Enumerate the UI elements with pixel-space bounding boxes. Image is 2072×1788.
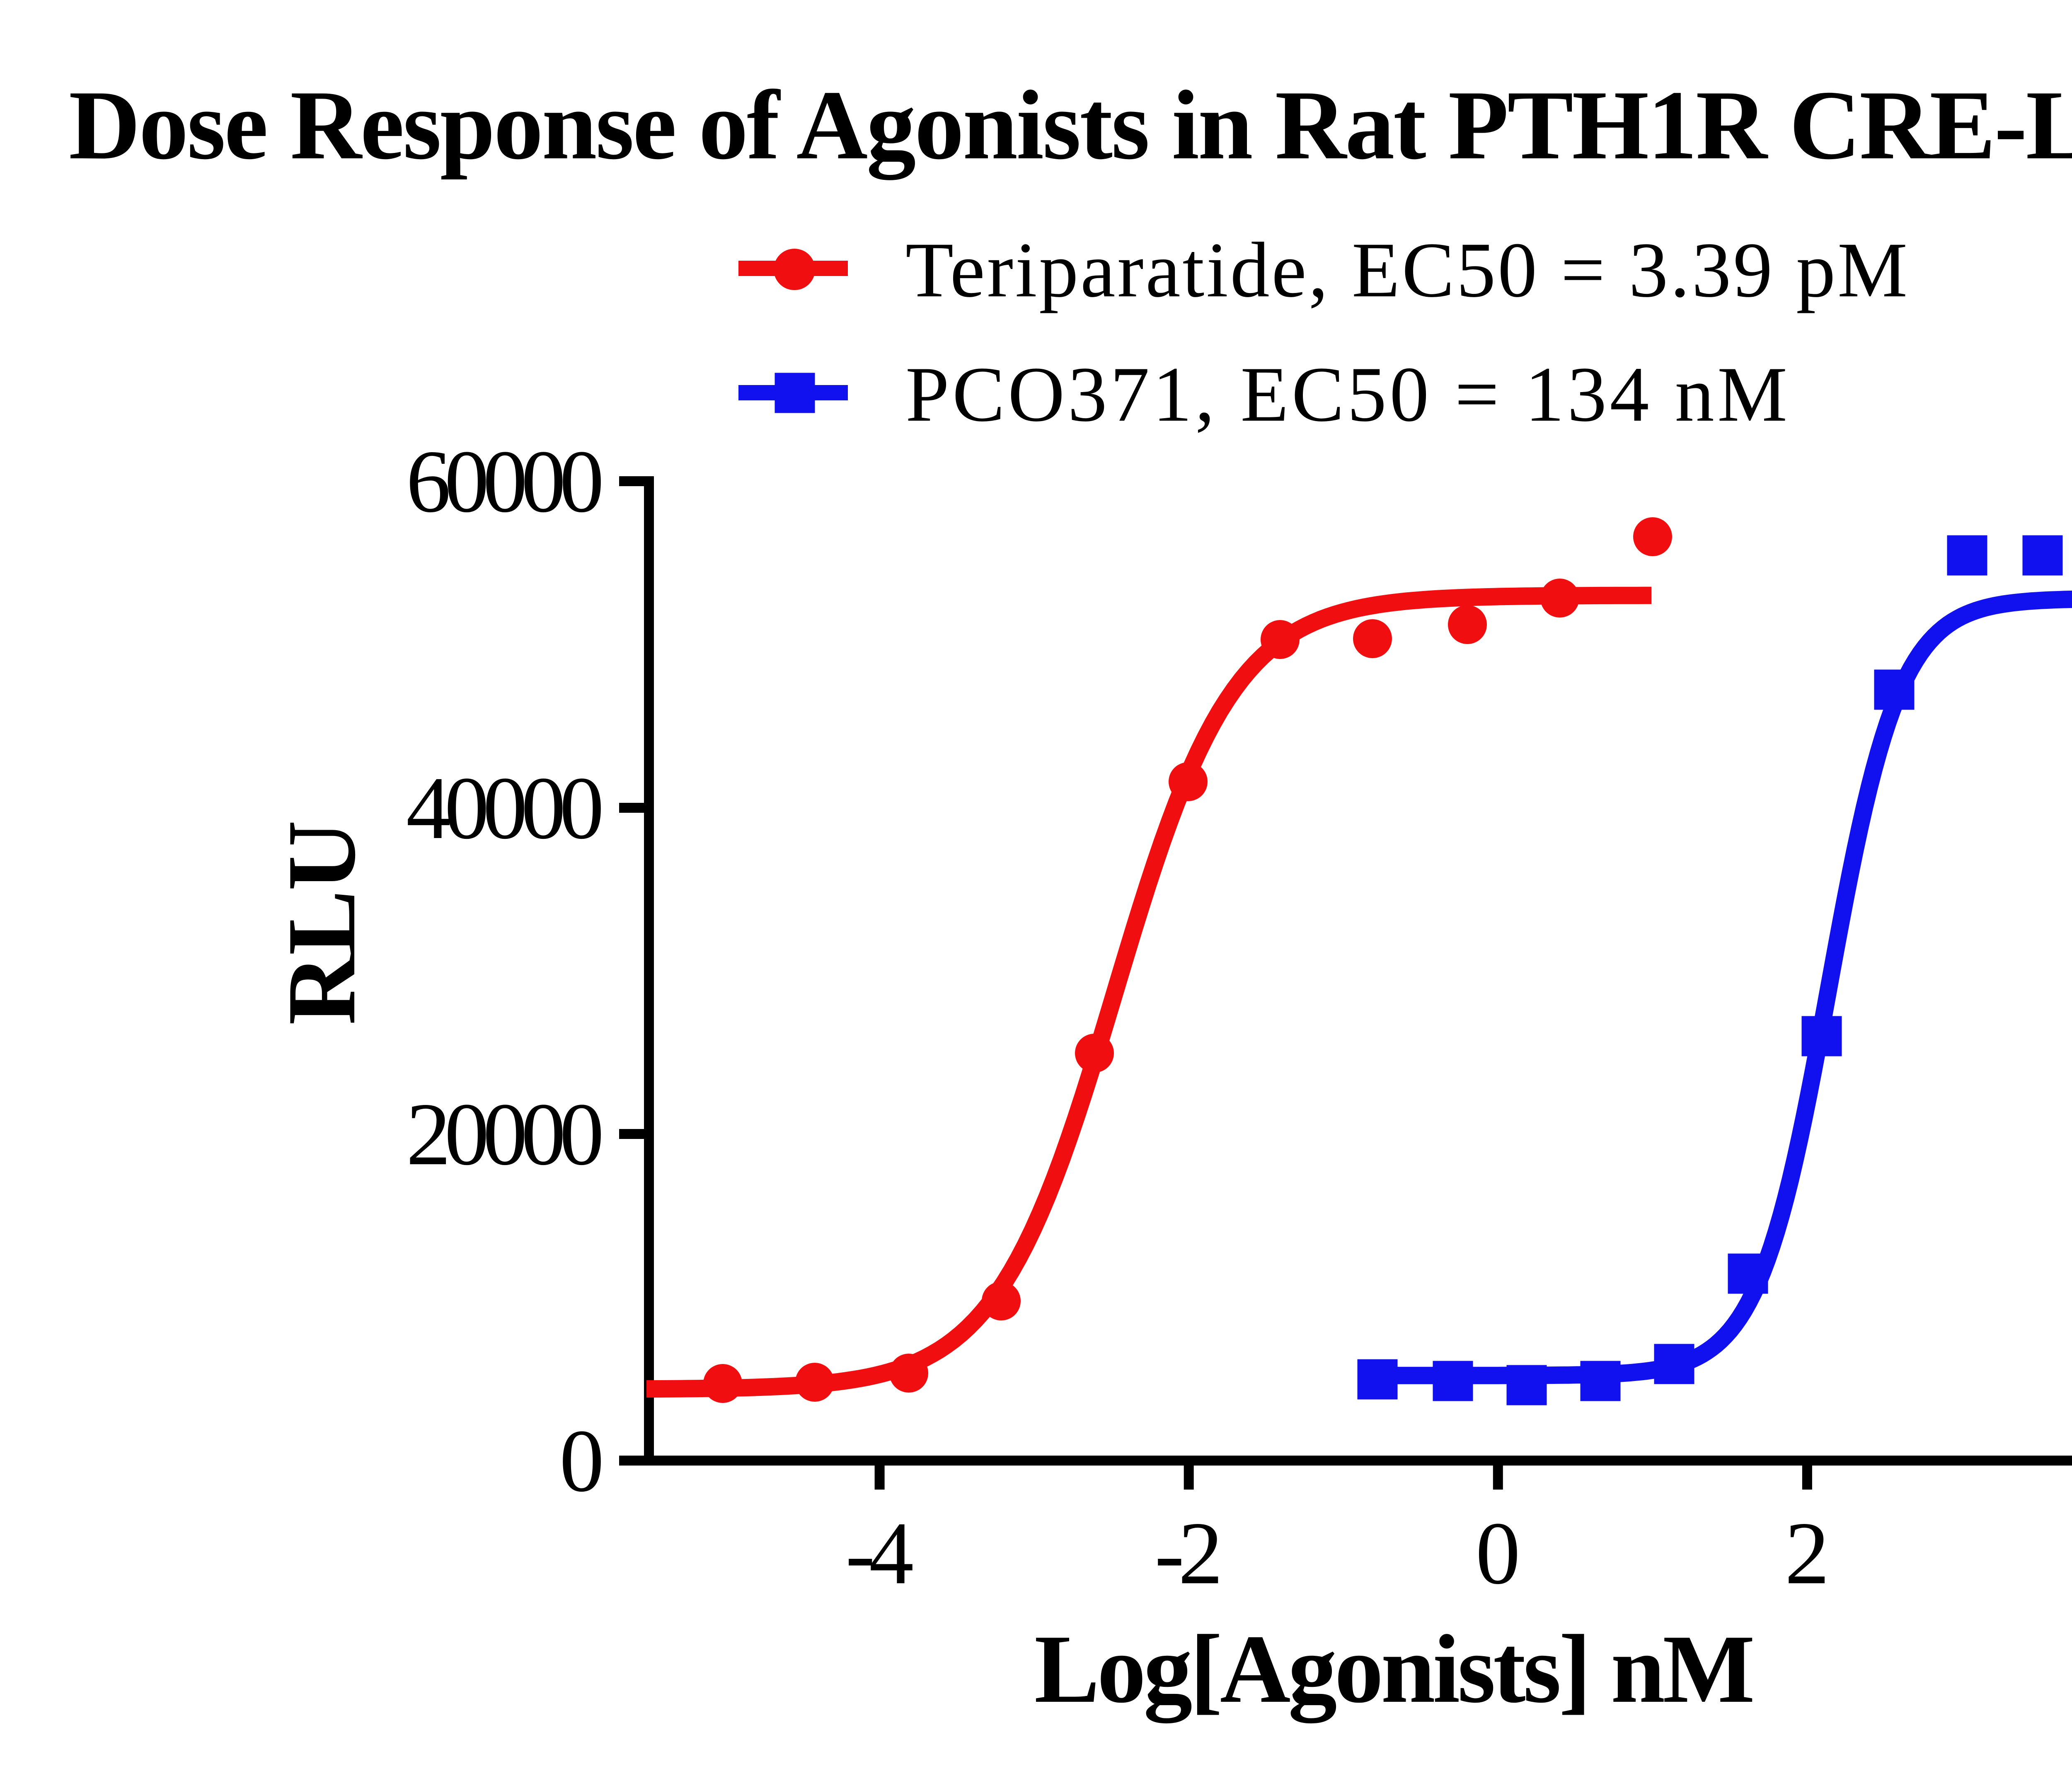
svg-text:2: 2: [1785, 1504, 1830, 1603]
svg-text:Dose Response of Agonists in R: Dose Response of Agonists in Rat PTH1R C…: [69, 70, 2072, 180]
svg-text:-2: -2: [1155, 1504, 1223, 1603]
svg-text:20000: 20000: [406, 1085, 604, 1184]
svg-text:40000: 40000: [406, 758, 604, 858]
svg-text:Log[Agonists] nM: Log[Agonists] nM: [1034, 1615, 1755, 1723]
svg-text:-4: -4: [845, 1504, 914, 1603]
svg-text:Teriparatide, EC50 = 3.39 pM: Teriparatide, EC50 = 3.39 pM: [905, 227, 1907, 314]
svg-text:0: 0: [559, 1411, 604, 1510]
svg-text:0: 0: [1476, 1504, 1520, 1603]
svg-text:RLU: RLU: [268, 820, 376, 1025]
svg-text:60000: 60000: [406, 432, 604, 531]
